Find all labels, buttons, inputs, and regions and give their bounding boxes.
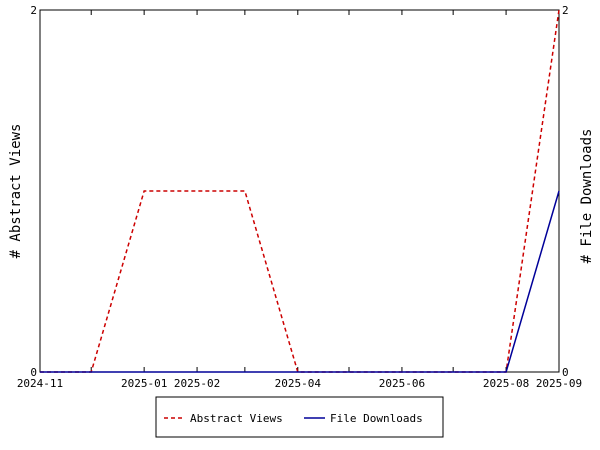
x-tick-label: 2025-02 [174, 377, 220, 390]
x-tick-label: 2024-11 [17, 377, 63, 390]
x-tick-label: 2025-04 [275, 377, 322, 390]
y-right-tick-label: 2 [562, 4, 569, 17]
y-left-tick-label: 0 [30, 366, 37, 379]
x-tick-label: 2025-06 [379, 377, 425, 390]
legend-label-file-downloads: File Downloads [330, 412, 423, 425]
y-left-tick-label: 2 [30, 4, 37, 17]
legend: Abstract Views File Downloads [155, 396, 444, 438]
y-axis-right-title: # File Downloads [579, 129, 595, 264]
y-axis-left-title: # Abstract Views [8, 124, 24, 259]
x-tick-label: 2025-01 [121, 377, 167, 390]
tick-labels: 2024-11 2025-01 2025-02 2025-04 2025-06 2025-… [17, 4, 582, 390]
legend-label-abstract-views: Abstract Views [190, 412, 283, 425]
x-tick-label: 2025-08 [483, 377, 529, 390]
x-tick-label: 2025-09 [536, 377, 582, 390]
series-layer [39, 9, 560, 373]
legend-box [155, 396, 444, 438]
y-right-tick-label: 0 [562, 366, 569, 379]
